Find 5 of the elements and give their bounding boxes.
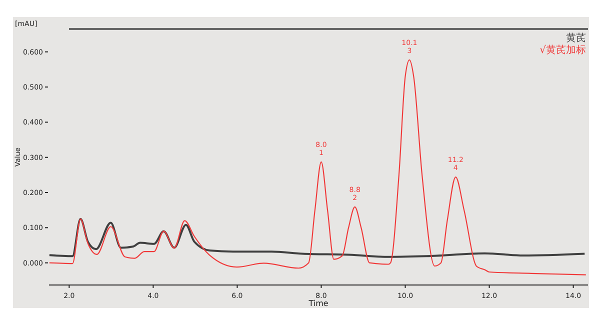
text: 黄芪 <box>566 32 586 44</box>
x-axis-title: Time <box>308 299 328 308</box>
line-series <box>49 218 586 258</box>
text: √黄芪加标 <box>540 44 586 56</box>
line-series <box>49 59 586 276</box>
